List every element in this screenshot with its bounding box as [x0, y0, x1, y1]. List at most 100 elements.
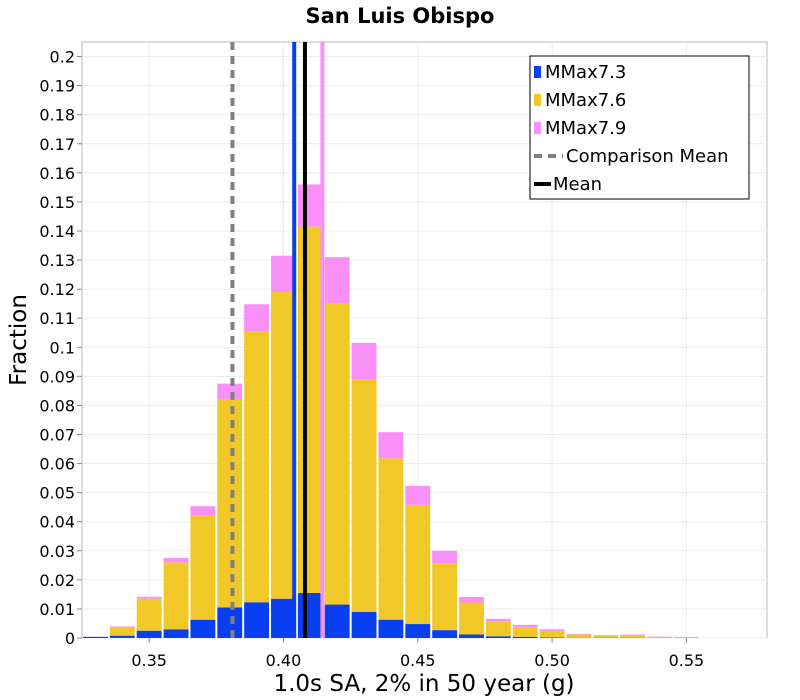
y-tick-label: 0.17 [39, 135, 75, 154]
bar-mmax76 [324, 303, 350, 605]
bar-mmax79 [163, 558, 189, 563]
legend-label-mmax76: MMax7.6 [545, 90, 626, 111]
bar-mmax76 [432, 563, 458, 631]
bar-mmax76 [378, 458, 404, 620]
y-tick-label: 0.14 [39, 222, 75, 241]
bar-mmax76 [566, 634, 592, 638]
bar-mmax73 [109, 635, 135, 638]
bar-mmax79 [217, 383, 243, 400]
bar-mmax76 [190, 515, 216, 620]
bar-mmax79 [244, 304, 270, 332]
bar-mmax76 [512, 627, 538, 637]
bar-mmax79 [485, 618, 511, 622]
y-tick-label: 0 [65, 629, 75, 648]
bar-mmax76 [163, 562, 189, 630]
bar-mmax73 [163, 629, 189, 638]
y-axis-ticks: 0 0.01 0.02 0.03 0.04 0.05 0.06 0.07 0.08 0.09 0.1… [39, 48, 82, 648]
bar-mmax73 [485, 636, 511, 638]
bar-mmax79 [566, 633, 592, 635]
bar-mmax76 [405, 504, 431, 625]
legend-label-comparison-mean: Comparison Mean [566, 146, 729, 167]
chart-title: San Luis Obispo [306, 4, 495, 28]
bar-mmax73 [432, 630, 458, 638]
y-tick-label: 0.01 [39, 600, 75, 619]
bar-mmax73 [459, 634, 484, 638]
bar-mmax73 [378, 619, 404, 638]
bar-mmax79 [405, 485, 431, 505]
bar-mmax76 [351, 379, 377, 612]
bars-group [83, 184, 699, 638]
y-tick-label: 0.18 [39, 106, 75, 125]
x-tick-label: 0.40 [266, 651, 302, 670]
bar-mmax79 [297, 184, 323, 227]
bar-mmax73 [539, 637, 565, 638]
bar-mmax79 [432, 550, 458, 564]
bar-mmax73 [405, 624, 431, 638]
legend-swatch-mmax79 [534, 122, 541, 134]
y-tick-label: 0.08 [39, 396, 75, 415]
mean-lines [230, 42, 325, 638]
x-axis-ticks: 0.35 0.40 0.45 0.50 0.55 [131, 638, 704, 670]
bar-mmax76 [539, 631, 565, 638]
legend-label-mean: Mean [553, 174, 602, 195]
legend-label-mmax73: MMax7.3 [545, 62, 626, 83]
y-tick-label: 0.09 [39, 367, 75, 386]
bar-mmax76 [620, 635, 646, 638]
bar-mmax73 [190, 619, 216, 638]
y-tick-label: 0.02 [39, 571, 75, 590]
bar-mmax76 [136, 598, 162, 631]
x-tick-label: 0.55 [669, 651, 705, 670]
bar-mmax73 [244, 602, 270, 638]
bar-mmax79 [190, 506, 216, 516]
bar-mmax73 [351, 611, 377, 638]
legend-swatch-mmax73 [534, 66, 541, 78]
y-tick-label: 0.05 [39, 484, 75, 503]
bar-mmax76 [217, 399, 243, 608]
y-tick-label: 0.03 [39, 542, 75, 561]
y-tick-label: 0.06 [39, 455, 75, 474]
x-tick-label: 0.35 [131, 651, 167, 670]
bar-mmax76 [271, 292, 296, 599]
legend-box [529, 55, 750, 200]
bar-mmax79 [324, 257, 350, 304]
bar-mmax76 [109, 626, 135, 636]
bar-mmax76 [459, 602, 484, 635]
bar-mmax76 [593, 635, 619, 638]
y-tick-label: 0.07 [39, 425, 75, 444]
bar-mmax79 [459, 597, 484, 603]
y-tick-label: 0.04 [39, 513, 75, 532]
bar-mmax76 [297, 226, 323, 593]
bar-mmax79 [136, 596, 162, 599]
y-tick-label: 0.12 [39, 280, 75, 299]
legend: MMax7.3 MMax7.6 MMax7.9 Comparison Mean … [529, 55, 750, 200]
legend-swatch-mmax76 [534, 94, 541, 106]
y-tick-label: 0.1 [50, 338, 75, 357]
bar-mmax79 [271, 255, 296, 293]
bar-mmax73 [512, 636, 538, 638]
y-tick-label: 0.11 [39, 309, 75, 328]
bar-mmax73 [271, 598, 296, 638]
x-tick-label: 0.45 [400, 651, 436, 670]
x-axis-label: 1.0s SA, 2% in 50 year (g) [273, 671, 574, 697]
bar-mmax79 [539, 629, 565, 632]
bar-mmax76 [647, 636, 672, 638]
y-tick-label: 0.13 [39, 251, 75, 270]
bar-mmax79 [351, 342, 377, 380]
y-tick-label: 0.19 [39, 77, 75, 96]
bar-mmax73 [297, 592, 323, 638]
bar-mmax76 [485, 621, 511, 637]
bar-mmax73 [217, 607, 243, 638]
y-axis-label: Fraction [6, 294, 32, 386]
bar-mmax73 [324, 604, 350, 638]
bar-mmax79 [620, 634, 646, 636]
y-tick-label: 0.2 [50, 48, 75, 67]
y-tick-label: 0.16 [39, 164, 75, 183]
bar-mmax79 [512, 624, 538, 628]
bar-mmax79 [378, 432, 404, 459]
legend-label-mmax79: MMax7.9 [545, 118, 626, 139]
x-tick-label: 0.50 [534, 651, 570, 670]
bar-mmax79 [109, 626, 135, 627]
bar-mmax76 [244, 331, 270, 603]
y-tick-label: 0.15 [39, 193, 75, 212]
